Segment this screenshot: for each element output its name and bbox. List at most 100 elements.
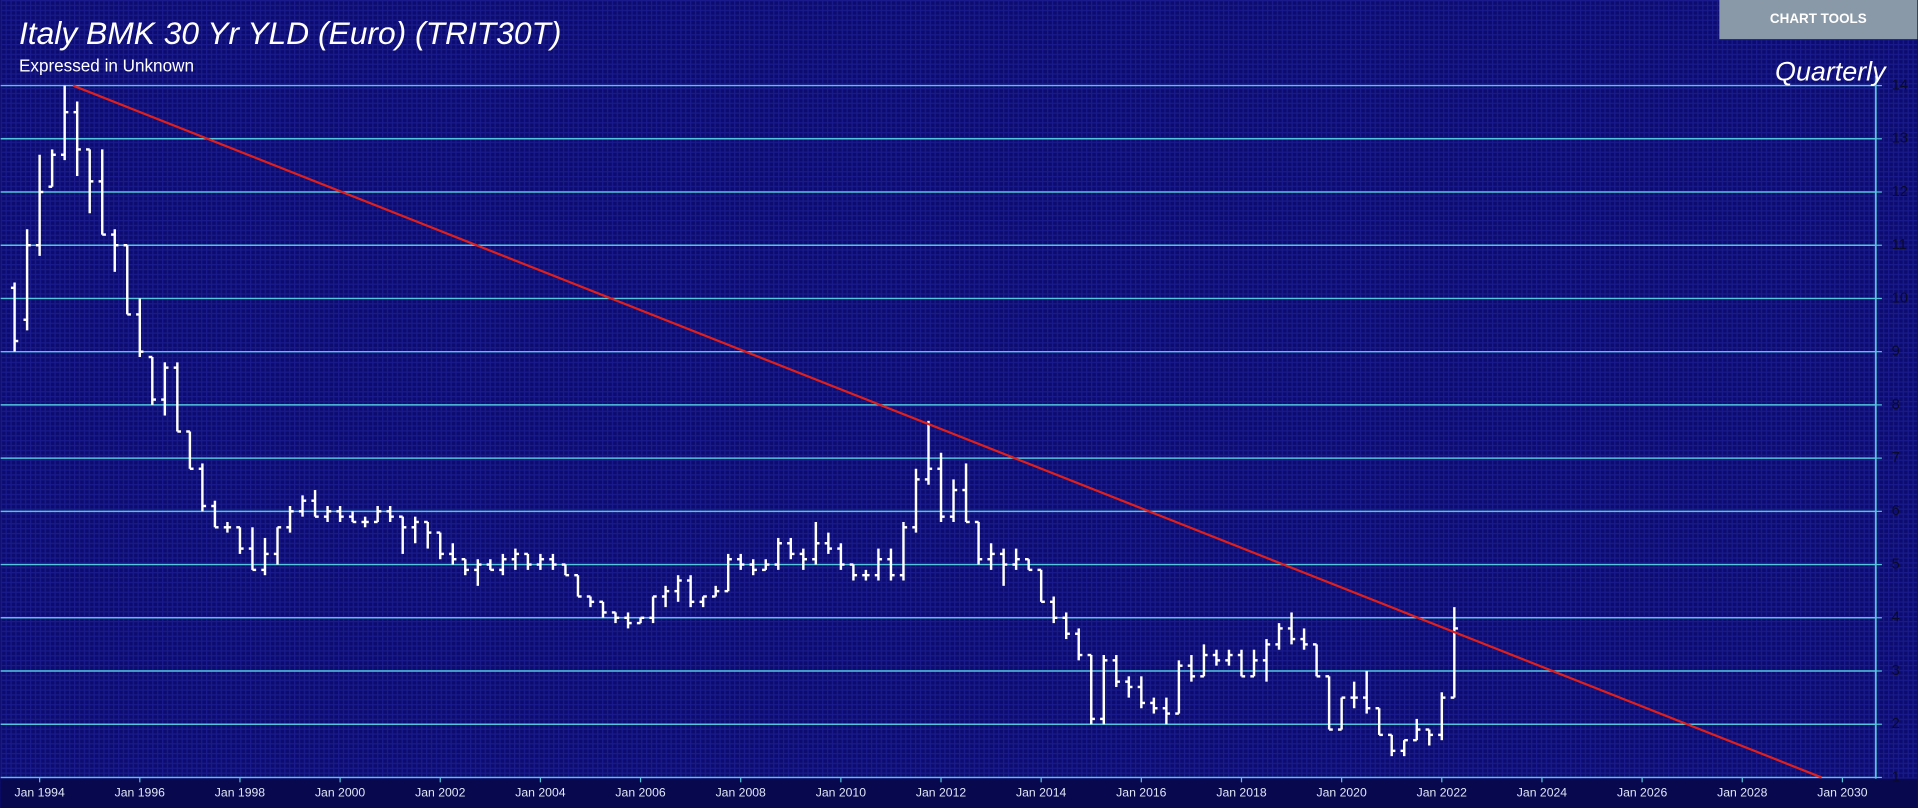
marks [10,84,1822,779]
ohlc-bar [1187,655,1196,682]
ohlc-bar [361,516,369,528]
chart-tools-button[interactable] [1719,0,1918,40]
ohlc-bar [273,526,282,565]
ohlc-bar [749,559,757,576]
ohlc-bar [737,553,745,570]
ohlc-bar [323,506,332,522]
trend-line [72,84,1822,779]
ohlc-bar [686,575,695,608]
ohlc-bar [712,585,720,598]
ohlc-bar [787,537,795,560]
ohlc-bar [862,569,870,581]
ohlc-bar [186,430,194,470]
ohlc-bar [824,532,833,554]
ohlc-bar [474,559,482,586]
ohlc-bar [561,563,570,577]
ohlc-bar [887,548,895,581]
y-tick-label: 11 [1892,237,1907,253]
ohlc-bar [962,463,970,524]
ohlc-bar [98,149,106,236]
x-tick-label: Jan 1994 [14,786,64,800]
x-tick-label: Jan 2002 [415,786,465,800]
chart-tools-label[interactable]: CHART TOOLS [1770,11,1867,26]
ohlc-bar [1075,628,1083,661]
x-tick-label: Jan 2022 [1417,786,1467,800]
ohlc-bar [311,490,319,518]
y-tick-label: 13 [1892,131,1908,147]
ohlc-bar [699,595,707,608]
ohlc-bar [999,548,1008,586]
ohlc-bar [1350,681,1358,709]
ohlc-bar [649,595,657,624]
ohlc-bar [1100,655,1108,725]
ohlc-bar [1337,696,1346,731]
ohlc-bar [912,468,920,533]
ohlc-bar [949,479,958,522]
x-tick-label: Jan 2028 [1717,786,1767,800]
ohlc-bar [1125,676,1133,698]
chart-subtitle: Expressed in Unknown [19,57,194,76]
ohlc-bar [812,521,820,565]
x-tick-label: Jan 2010 [816,786,866,800]
ohlc-bar [549,553,557,570]
ohlc-bar [336,506,344,522]
ohlc-bar [636,616,645,625]
ohlc-bar [837,543,845,570]
x-tick-label: Jan 2008 [716,786,766,800]
ohlc-bar [674,575,682,602]
y-tick-label: 5 [1892,556,1900,572]
ohlc-bar [48,149,56,188]
y-tick-label: 9 [1892,344,1900,360]
y-tick-label: 3 [1892,663,1900,679]
ohlc-bar [1024,558,1033,572]
ohlc-bar [399,515,407,554]
ohlc-bar [1162,697,1171,725]
ohlc-bar [173,362,182,433]
ohlc-bar [1388,733,1396,757]
ohlc-bar [248,527,257,572]
ohlc-bar [1425,728,1433,746]
y-tick-label: 7 [1892,450,1900,466]
ohlc-bar [1012,548,1020,570]
ohlc-bar [774,537,782,570]
ohlc-bar [624,612,632,629]
ohlc-bar [73,101,81,177]
ohlc-bar [436,531,444,560]
ohlc-bar [1200,644,1208,678]
ohlc-bar [937,452,945,522]
y-tick-label: 6 [1892,503,1900,519]
ohlc-bar [1137,676,1145,709]
ohlc-bar [511,548,520,570]
ohlc-bar [1175,660,1183,715]
ohlc-bar [974,520,983,565]
ohlc-bar [1212,649,1221,666]
ohlc-bar [1150,697,1158,714]
ohlc-bar [1450,607,1458,699]
x-tick-label: Jan 2006 [615,786,665,800]
x-tick-label: Jan 2024 [1517,786,1567,800]
period-label: Quarterly [1775,56,1887,86]
ohlc-bar [586,595,595,608]
ohlc-bar [148,355,156,405]
ohlc-bar [1275,623,1283,650]
ohlc-bar [1363,670,1371,714]
ohlc-bar [461,558,469,576]
ohlc-bar [111,229,119,272]
x-tick-label: Jan 1998 [215,786,265,800]
ohlc-bar [1413,718,1421,742]
ohlc-bar [611,611,620,624]
x-tick-label: Jan 2018 [1216,786,1266,800]
ohlc-bar [924,420,933,485]
ohlc-bar [236,526,244,554]
y-tick-label: 14 [1892,77,1908,93]
ohlc-bar [574,573,582,598]
ohlc-bar [1237,649,1246,678]
ohlc-bar [86,148,94,214]
ohlc-bar [411,516,419,544]
ohlc-bar [1062,612,1070,640]
ohlc-bar [1037,568,1045,604]
x-tick-label: Jan 2012 [916,786,966,800]
